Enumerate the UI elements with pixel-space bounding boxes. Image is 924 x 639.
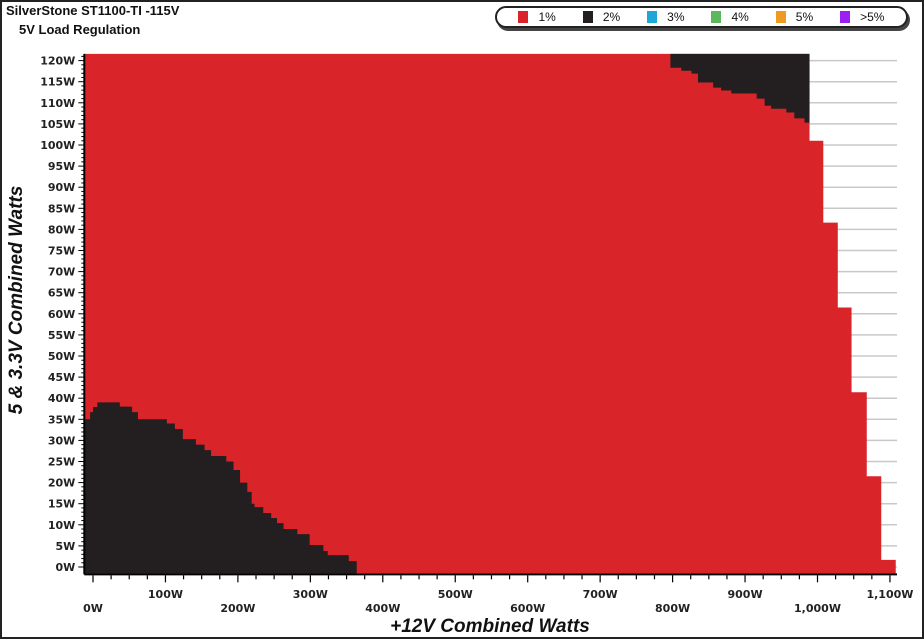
x-tick-label: 1,000W [794,602,841,615]
legend-label: 1% [538,10,556,24]
x-tick-label: 700W [583,588,618,601]
x-tick-label: 1,100W [866,588,913,601]
legend-item: >5% [840,10,884,24]
legend-swatch [647,11,658,23]
y-tick-label: 90W [48,181,75,194]
legend: 1% 2% 3% 4% 5% >5% [495,6,908,28]
y-tick-label: 85W [48,202,75,215]
legend-label: 4% [731,10,749,24]
region-2pct-low [84,402,357,574]
x-tick-label: 500W [438,588,473,601]
legend-item: 5% [775,10,814,24]
legend-swatch [518,11,529,23]
legend-label: 3% [667,10,685,24]
chart-subtitle: 5V Load Regulation [19,22,141,37]
y-tick-label: 25W [48,456,75,469]
legend-swatch [775,11,786,23]
y-tick-label: 60W [48,308,75,321]
y-tick-label: 10W [48,519,75,532]
y-tick-label: 45W [48,371,75,384]
region-2pct-high [670,53,810,123]
x-tick-label: 300W [293,588,328,601]
legend-label: 5% [795,10,814,24]
x-tick-label: 400W [365,602,400,615]
y-tick-label: 40W [48,392,75,405]
legend-item: 4% [711,10,749,24]
legend-swatch [840,11,851,23]
legend-item: 2% [582,10,621,24]
y-tick-label: 35W [48,413,75,426]
legend-swatch [582,11,593,23]
x-tick-label: 0W [83,602,103,615]
legend-label: 2% [602,10,621,24]
x-tick-label: 900W [727,588,762,601]
y-tick-label: 20W [48,477,75,490]
y-tick-label: 55W [48,329,75,342]
y-tick-label: 110W [40,97,75,110]
y-tick-label: 105W [40,118,75,131]
y-tick-label: 50W [48,350,75,363]
y-tick-label: 80W [48,223,75,236]
x-tick-label: 200W [220,602,255,615]
y-tick-label: 5W [56,540,76,553]
x-tick-label: 600W [510,602,545,615]
y-tick-label: 70W [48,266,75,279]
y-tick-label: 115W [40,76,75,89]
y-axis-title: 5 & 3.3V Combined Watts [6,186,27,415]
y-tick-label: 30W [48,434,75,447]
y-tick-label: 95W [48,160,75,173]
legend-label: >5% [860,10,885,24]
legend-swatch [711,11,722,23]
x-tick-label: 100W [148,588,183,601]
chart-title: SilverStone ST1100-TI -115V [6,3,180,18]
y-tick-label: 100W [40,139,75,152]
x-tick-label: 800W [655,602,690,615]
x-axis-title: +12V Combined Watts [390,616,590,637]
y-tick-label: 75W [48,245,75,258]
y-tick-label: 0W [56,561,76,574]
y-tick-label: 15W [48,498,75,511]
y-tick-label: 65W [48,287,75,300]
y-tick-label: 120W [40,55,75,68]
legend-item: 3% [647,10,684,24]
legend-item: 1% [518,10,556,24]
region-1pct [84,53,896,574]
